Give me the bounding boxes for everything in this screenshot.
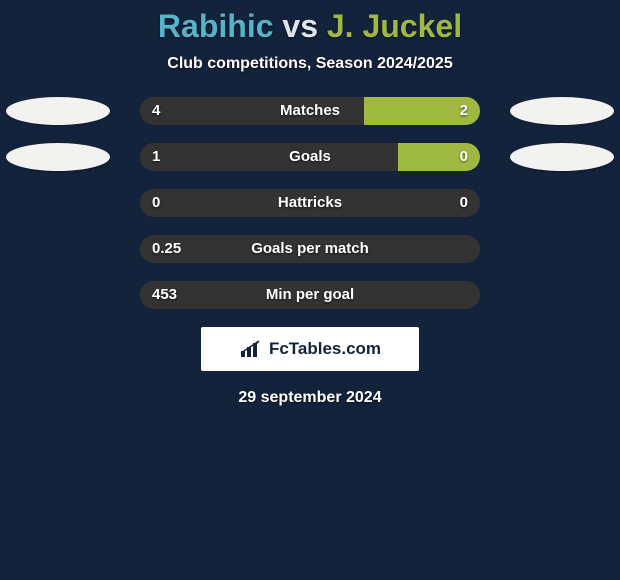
title: Rabihic vs J. Juckel bbox=[0, 8, 620, 45]
stat-label: Matches bbox=[140, 97, 480, 125]
logo-text: FcTables.com bbox=[269, 339, 381, 359]
stat-label: Hattricks bbox=[140, 189, 480, 217]
stat-row: 42Matches bbox=[0, 97, 620, 125]
stat-label: Min per goal bbox=[140, 281, 480, 309]
stat-label: Goals bbox=[140, 143, 480, 171]
title-vs: vs bbox=[282, 8, 318, 44]
player-ellipse-left bbox=[6, 143, 110, 171]
title-player-left: Rabihic bbox=[158, 8, 274, 44]
logo-box: FcTables.com bbox=[201, 327, 419, 371]
infographic-container: Rabihic vs J. Juckel Club competitions, … bbox=[0, 0, 620, 580]
date: 29 september 2024 bbox=[0, 389, 620, 407]
stat-row: 00Hattricks bbox=[0, 189, 620, 217]
title-player-right: J. Juckel bbox=[327, 8, 462, 44]
logo-bars-icon bbox=[239, 339, 263, 359]
stat-row: 10Goals bbox=[0, 143, 620, 171]
player-ellipse-left bbox=[6, 97, 110, 125]
stat-label: Goals per match bbox=[140, 235, 480, 263]
player-ellipse-right bbox=[510, 97, 614, 125]
stat-row: 0.25Goals per match bbox=[0, 235, 620, 263]
stats-rows: 42Matches 10Goals 00Hattricks 0.25Goals per… bbox=[0, 97, 620, 309]
player-ellipse-right bbox=[510, 143, 614, 171]
stat-row: 453Min per goal bbox=[0, 281, 620, 309]
subtitle: Club competitions, Season 2024/2025 bbox=[0, 55, 620, 73]
